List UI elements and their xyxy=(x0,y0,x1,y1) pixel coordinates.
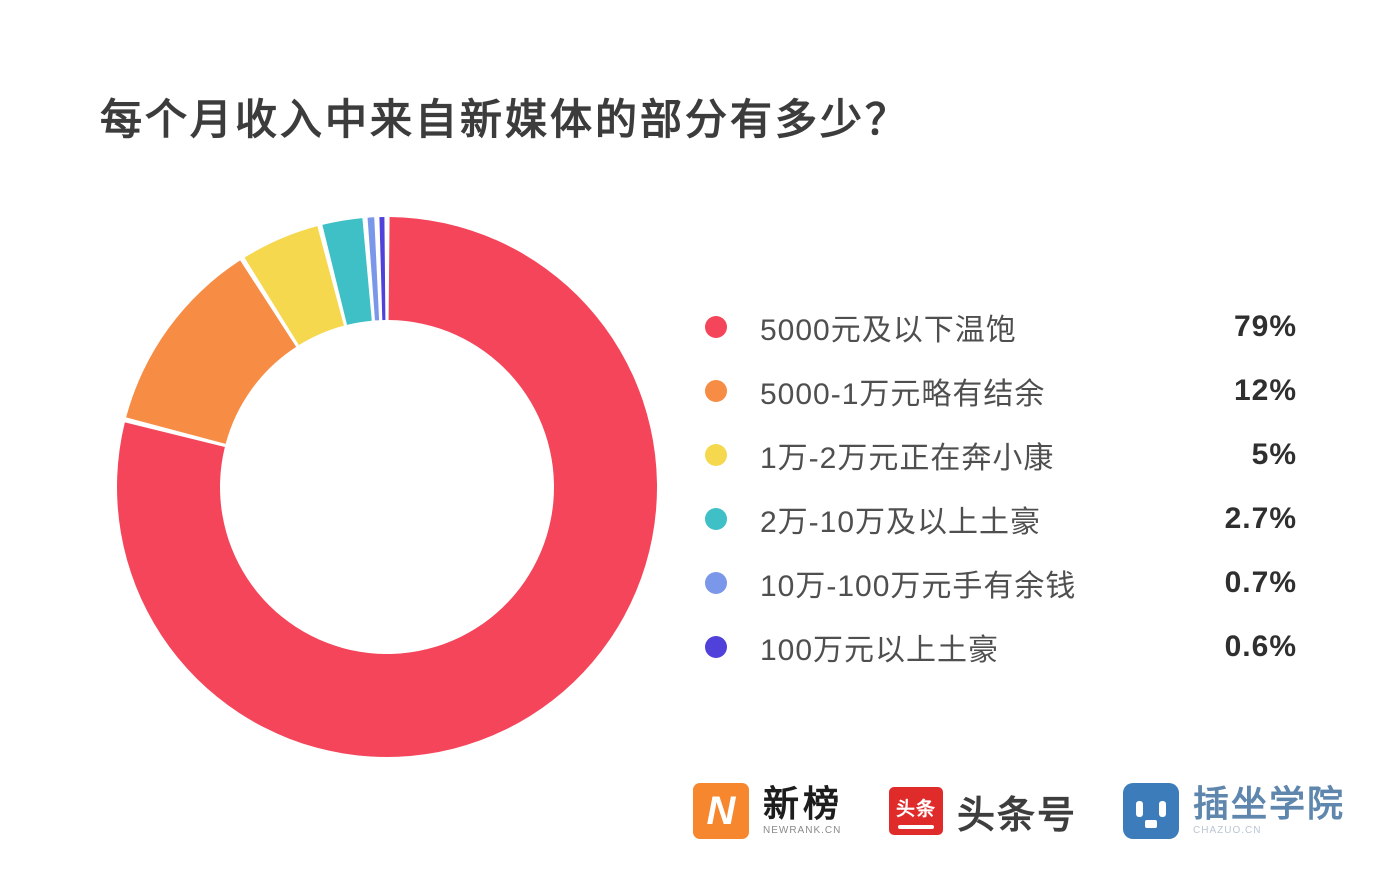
robot-eye-icon xyxy=(1159,801,1167,817)
legend-value: 0.6% xyxy=(1224,630,1297,663)
legend-label: 100万元以上土豪 xyxy=(760,634,1000,667)
donut-chart xyxy=(117,217,657,757)
chazuo-subtext: CHAZUO.CN xyxy=(1193,825,1262,836)
legend-item-0: 5000元及以下温饱 79% xyxy=(705,305,1297,349)
chart-legend: 5000元及以下温饱 79% 5000-1万元略有结余 12% 1万-2万元正在奔小康 5… xyxy=(705,305,1297,669)
legend-color-dot xyxy=(705,444,727,466)
robot-mouth-icon xyxy=(1145,820,1158,828)
newrank-badge-icon: N xyxy=(693,783,749,839)
donut-segment-0 xyxy=(117,217,657,757)
legend-color-dot xyxy=(705,572,727,594)
donut-svg xyxy=(117,217,657,757)
footer-logos: N 新榜 NEWRANK.CN 头条 头条号 插坐学院 CHAZUO.CN xyxy=(693,783,1345,839)
donut-segment-4 xyxy=(367,217,380,321)
legend-item-3: 2万-10万及以上土豪 2.7% xyxy=(705,497,1297,541)
chazuo-badge-icon xyxy=(1123,783,1180,839)
toutiao-logo: 头条 头条号 xyxy=(889,784,1077,839)
legend-value: 79% xyxy=(1233,310,1297,343)
legend-value: 0.7% xyxy=(1224,566,1297,599)
toutiao-badge-icon: 头条 xyxy=(889,787,944,835)
legend-label: 1万-2万元正在奔小康 xyxy=(760,442,1055,475)
toutiao-badge-text: 头条 xyxy=(896,798,937,820)
legend-value: 12% xyxy=(1233,374,1297,407)
legend-label: 5000元及以下温饱 xyxy=(760,314,1017,347)
chazuo-name: 插坐学院 xyxy=(1193,783,1346,824)
legend-color-dot xyxy=(705,380,727,402)
toutiao-name: 头条号 xyxy=(957,794,1078,837)
legend-item-4: 10万-100万元手有余钱 0.7% xyxy=(705,561,1297,605)
donut-segment-5 xyxy=(379,217,386,321)
donut-segment-3 xyxy=(322,218,372,325)
newrank-subtext: NEWRANK.CN xyxy=(763,825,842,836)
legend-label: 5000-1万元略有结余 xyxy=(760,378,1046,411)
toutiao-badge-bar xyxy=(898,824,935,829)
robot-eye-icon xyxy=(1136,801,1144,817)
legend-value: 5% xyxy=(1251,438,1297,471)
newrank-name: 新榜 xyxy=(763,783,844,824)
legend-item-2: 1万-2万元正在奔小康 5% xyxy=(705,433,1297,477)
donut-segment-2 xyxy=(244,226,344,346)
legend-item-5: 100万元以上土豪 0.6% xyxy=(705,625,1297,669)
donut-segment-1 xyxy=(126,260,297,444)
page-title: 每个月收入中来自新媒体的部分有多少？ xyxy=(100,96,911,143)
legend-color-dot xyxy=(705,316,727,338)
newrank-logo: N 新榜 NEWRANK.CN xyxy=(693,783,843,839)
chazuo-logo: 插坐学院 CHAZUO.CN xyxy=(1123,783,1345,839)
legend-label: 10万-100万元手有余钱 xyxy=(760,570,1077,603)
legend-label: 2万-10万及以上土豪 xyxy=(760,506,1042,539)
legend-color-dot xyxy=(705,636,727,658)
legend-color-dot xyxy=(705,508,727,530)
legend-value: 2.7% xyxy=(1224,502,1297,535)
legend-item-1: 5000-1万元略有结余 12% xyxy=(705,369,1297,413)
